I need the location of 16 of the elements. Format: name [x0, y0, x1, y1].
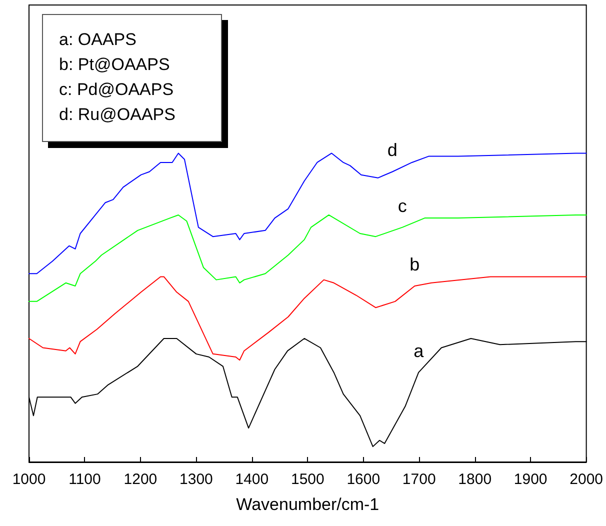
x-tick-label: 1100: [68, 471, 101, 488]
x-tick-label: 1900: [514, 471, 548, 488]
x-tick-label: 1600: [346, 471, 380, 488]
x-tick-label: 1400: [235, 471, 269, 488]
series-label: d: [387, 140, 398, 160]
x-tick-label: 1500: [290, 471, 324, 488]
x-tick-label: 1000: [12, 471, 46, 488]
x-tick-label: 2000: [570, 471, 604, 488]
x-tick-label: 1200: [124, 471, 158, 488]
series-label: c: [398, 196, 407, 216]
x-axis-title: Wavenumber/cm-1: [236, 495, 380, 514]
x-tick-label: 1800: [458, 471, 492, 488]
x-tick-label: 1300: [180, 471, 213, 488]
series-label: a: [414, 340, 425, 361]
x-tick-label: 1700: [402, 471, 436, 488]
series-label: b: [410, 254, 420, 274]
